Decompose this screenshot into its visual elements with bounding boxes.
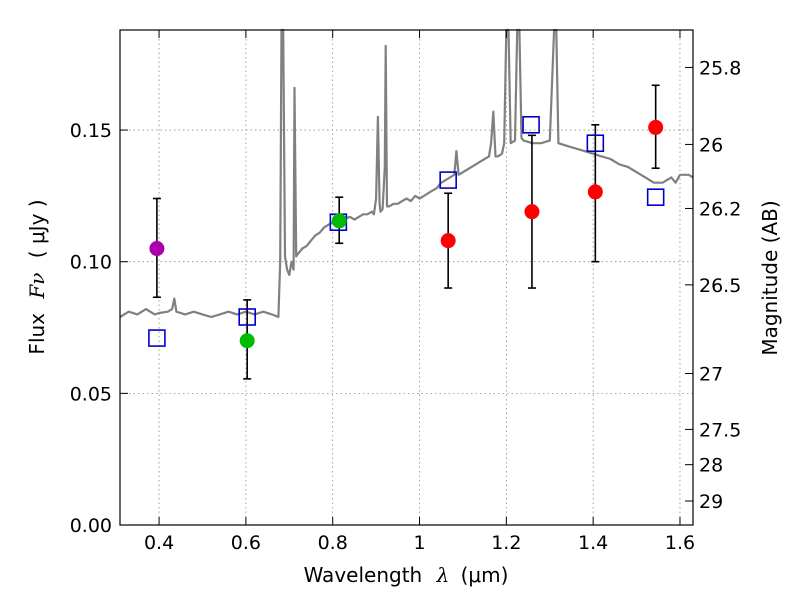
observed-photometry-point (648, 119, 664, 135)
model-photometry-square (646, 188, 665, 206)
x-axis-label-unit: (μm) (461, 563, 509, 587)
y-axis-label: Flux Fν ( μJy ) (25, 199, 49, 354)
y2-tick-label: 26.5 (699, 275, 741, 297)
y2-tick-label: 29 (699, 491, 723, 513)
model-photometry-square (439, 171, 457, 189)
y2-tick-label: 28 (699, 455, 723, 477)
tick-marks (120, 30, 693, 526)
y2-axis-label: Magnitude (AB) (758, 200, 782, 355)
spectrum-layer (119, 28, 694, 319)
y2-tick-label: 25.8 (699, 57, 741, 79)
observed-photometry-point (440, 233, 456, 249)
y-axis-label-unit: ( μJy ) (25, 199, 49, 258)
model-photometry-square (148, 329, 166, 347)
y-tick-label: 0.15 (70, 120, 112, 142)
y2-tick-label: 27 (699, 363, 723, 385)
observed-photometry-point (331, 213, 347, 229)
observed-photometry-point (149, 241, 165, 257)
plot-frame (119, 29, 694, 526)
model-photometry-square (522, 115, 540, 134)
x-axis-label: Wavelength λ (μm) (304, 563, 509, 587)
x-tick-labels: 0.4 0.6 0.8 1 1.2 1.4 1.6 (144, 532, 695, 554)
x-tick-label: 0.4 (144, 532, 174, 554)
y2-tick-label: 27.5 (699, 419, 741, 441)
x-tick-label: 1.2 (491, 532, 521, 554)
y-tick-label: 0.05 (70, 383, 112, 405)
errorbar-layer (152, 84, 660, 380)
x-tick-label: 1 (413, 532, 425, 554)
x-axis-label-var: λ (436, 563, 450, 587)
x-tick-label: 1.6 (665, 532, 695, 554)
observed-photometry-point (239, 333, 255, 349)
plot-background (120, 30, 693, 525)
observed-photometry-layer (149, 119, 664, 349)
y-tick-labels: 0.00 0.05 0.10 0.15 (70, 120, 112, 537)
y2-tick-label: 26 (699, 134, 723, 156)
x-tick-label: 0.6 (231, 532, 261, 554)
y-tick-label: 0.00 (70, 515, 112, 537)
observed-photometry-point (524, 204, 540, 220)
y-axis-label-prefix: Flux (25, 313, 49, 355)
y2-tick-labels: 25.8 26 26.2 26.5 27 27.5 28 29 (699, 57, 741, 513)
x-tick-label: 1.4 (578, 532, 608, 554)
y2-tick-label: 26.2 (699, 198, 741, 220)
y-tick-label: 0.10 (70, 252, 112, 274)
model-photometry-square (586, 134, 605, 153)
y-axis-label-var: Fν (25, 273, 49, 300)
model-spectrum-line (119, 28, 694, 319)
observed-photometry-point (587, 184, 603, 200)
x-tick-label: 0.8 (318, 532, 348, 554)
model-photometry-square (238, 308, 256, 326)
x-axis-label-prefix: Wavelength (304, 563, 423, 587)
